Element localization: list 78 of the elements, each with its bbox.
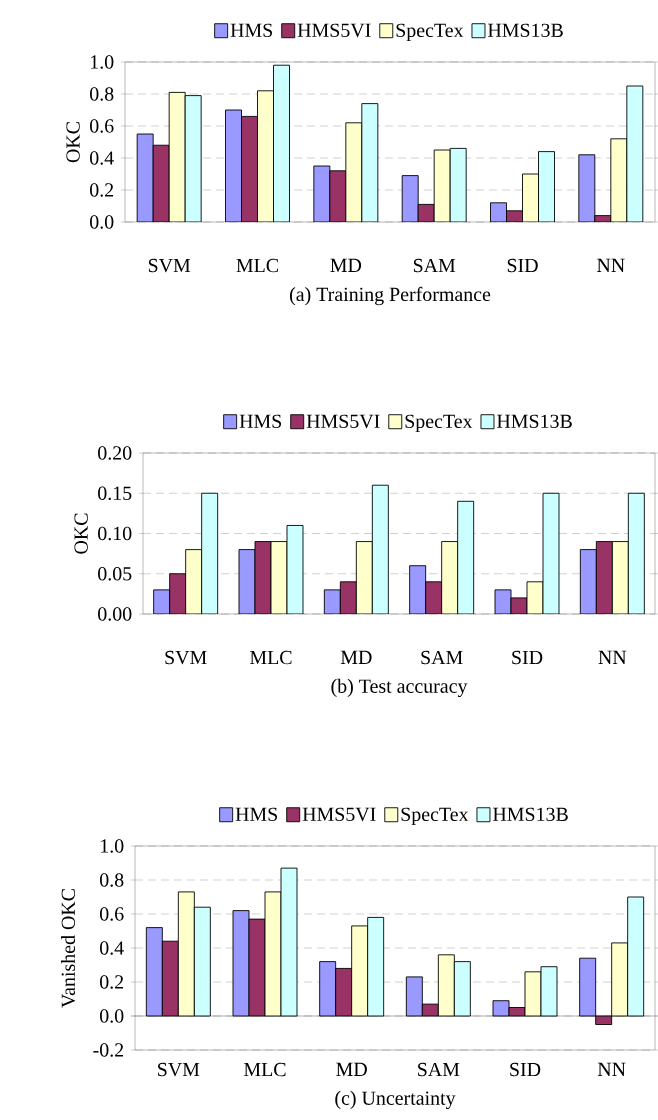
bar — [153, 145, 170, 222]
legend-label: HMS5VI — [297, 23, 371, 38]
legend-label: HMS — [239, 414, 282, 429]
x-tick-label: MD — [330, 258, 362, 272]
bar — [361, 103, 379, 222]
y-tick-label: 0.2 — [90, 183, 114, 197]
x-tick-label: SVM — [148, 258, 191, 273]
y-tick-label: 1.0 — [91, 55, 114, 69]
y-axis-title: OKC — [66, 122, 80, 163]
bar — [169, 92, 186, 222]
bar — [185, 95, 202, 222]
bar — [273, 64, 290, 222]
bar — [626, 85, 644, 222]
legend-label: HMS — [230, 23, 273, 38]
bar — [345, 122, 363, 222]
y-tick-label: 0.4 — [100, 941, 124, 955]
y-tick-label: 0.20 — [98, 446, 132, 460]
y-tick-label: 0.4 — [90, 151, 114, 165]
bar — [329, 170, 347, 222]
legend-label: HMS5VI — [306, 414, 380, 429]
x-tick-label: MD — [336, 1062, 367, 1076]
y-tick-label: 0.0 — [100, 1009, 124, 1023]
bar — [610, 138, 628, 222]
text: (a) Training Performance — [289, 286, 491, 306]
bar — [522, 173, 539, 222]
bar — [627, 492, 645, 615]
x-tick-label: MLC — [249, 650, 292, 665]
x-tick-label: SVM — [165, 650, 207, 665]
bar — [201, 492, 219, 615]
legend-label: SpecTex — [401, 807, 469, 826]
y-tick-label: 0.10 — [98, 526, 132, 541]
bar — [538, 151, 555, 222]
bar — [578, 154, 596, 222]
bar — [401, 175, 419, 222]
legend-label: HMS13B — [487, 23, 563, 38]
y-tick-label: -0.2 — [93, 1043, 124, 1057]
bar — [457, 500, 475, 615]
x-tick-label: SAM — [413, 258, 456, 273]
x-tick-label: MLC — [243, 1062, 286, 1077]
bar — [313, 165, 331, 222]
bar — [257, 90, 274, 222]
y-tick-label: 0.8 — [100, 873, 124, 887]
bar — [225, 109, 242, 222]
x-tick-label: SAM — [418, 1062, 460, 1077]
bar — [137, 134, 154, 222]
x-tick-label: SID — [512, 650, 543, 665]
y-axis-title: OKC — [74, 513, 88, 554]
x-tick-label: SVM — [158, 1062, 200, 1077]
bar — [433, 149, 451, 222]
y-axis-title: Vanished OKC — [61, 889, 76, 1008]
bar — [449, 147, 467, 222]
y-tick-label: 0.6 — [100, 907, 124, 921]
text: (c) Uncertainty — [335, 1090, 456, 1109]
y-tick-label: 0.6 — [90, 119, 114, 133]
x-tick-label: NN — [597, 1062, 626, 1076]
legend-label: HMS — [235, 807, 278, 822]
x-tick-label: SID — [510, 1062, 541, 1077]
x-tick-label: SAM — [421, 650, 463, 665]
x-tick-label: NN — [597, 258, 625, 272]
x-tick-label: NN — [598, 650, 627, 664]
y-tick-label: 1.0 — [101, 839, 124, 853]
x-tick-label: MD — [340, 650, 372, 664]
legend-label: HMS13B — [492, 807, 568, 822]
legend-label: SpecTex — [396, 23, 464, 42]
y-tick-label: 0.15 — [98, 486, 132, 501]
legend-label: SpecTex — [405, 414, 473, 433]
legend-label: HMS13B — [496, 414, 572, 429]
bar — [241, 115, 258, 222]
x-tick-label: MLC — [236, 258, 278, 273]
bar — [371, 484, 389, 615]
y-tick-label: 0.8 — [90, 87, 114, 101]
legend-label: HMS5VI — [302, 807, 376, 822]
y-tick-label: 0.00 — [98, 607, 132, 621]
y-tick-label: 0.0 — [90, 215, 114, 229]
x-tick-label: SID — [507, 258, 538, 273]
y-tick-label: 0.05 — [98, 566, 132, 581]
y-tick-label: 0.2 — [100, 975, 124, 989]
text: (b) Test accuracy — [331, 678, 468, 697]
